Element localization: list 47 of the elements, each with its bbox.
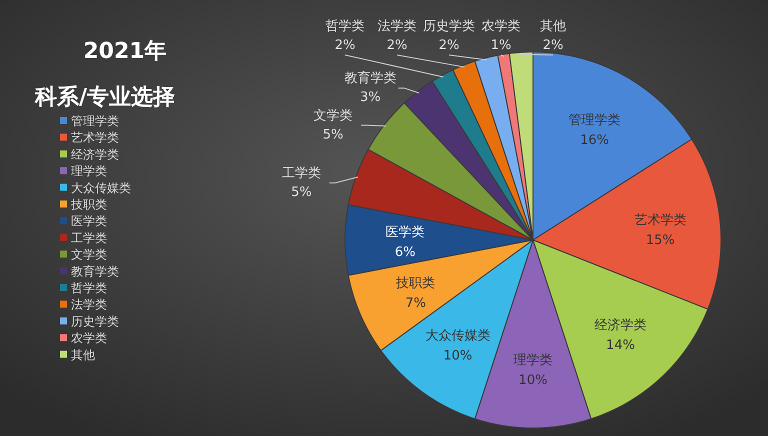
legend-label: 技职类: [70, 198, 107, 212]
data-label: 6%: [394, 245, 416, 260]
data-label: 5%: [322, 127, 344, 142]
legend-label: 哲学类: [71, 281, 107, 295]
legend-label: 大众传媒类: [71, 180, 131, 195]
legend-label: 工学类: [71, 230, 107, 245]
data-label: 2%: [386, 38, 408, 53]
slice-label: 医学类: [386, 225, 425, 240]
legend-label: 教育学类: [71, 264, 119, 278]
slice-label: 农学类: [482, 19, 520, 34]
legend-label: 理学类: [71, 164, 107, 178]
data-label: 15%: [646, 232, 675, 248]
text: 科系/专业选择: [34, 85, 176, 110]
data-label: 16%: [580, 132, 610, 148]
data-label: 2%: [334, 38, 356, 53]
slice-label: 哲学类: [326, 19, 364, 34]
legend-label: 农学类: [71, 331, 107, 346]
slice-label: 教育学类: [344, 70, 396, 86]
legend-label: 经济学类: [71, 147, 119, 162]
data-label: 10%: [443, 348, 472, 364]
text: 2021年: [83, 39, 167, 64]
legend-label: 法学类: [71, 298, 107, 312]
legend-label: 医学类: [71, 214, 107, 228]
legend-label: 艺术学类: [71, 130, 119, 145]
legend-label: 文学类: [71, 248, 107, 262]
legend-label: 其他: [71, 348, 95, 362]
data-label: 5%: [291, 184, 312, 200]
slice-label: 管理学类: [568, 112, 621, 128]
data-label: 3%: [360, 90, 381, 106]
slice-label: 技职类: [395, 276, 436, 291]
data-label: 1%: [490, 38, 512, 53]
slice-label: 工学类: [282, 166, 321, 181]
slice-label: 历史学类: [423, 19, 475, 34]
slice-label: 其他: [540, 19, 566, 34]
slice-label: 理学类: [514, 352, 552, 368]
category-label: 管理学类: [71, 114, 119, 128]
data-label: 10%: [518, 372, 548, 388]
slice-label: 文学类: [314, 108, 353, 124]
data-label: 7%: [405, 296, 426, 311]
slice-label: 艺术学类: [634, 212, 686, 228]
legend-label: 历史学类: [71, 314, 119, 328]
slice-label: 大众传媒类: [425, 328, 490, 344]
slice-label: 法学类: [378, 19, 416, 34]
data-label: 2%: [542, 38, 564, 53]
data-label: 2%: [438, 38, 460, 53]
slice-label: 经济学类: [594, 318, 647, 334]
data-label: 14%: [606, 338, 635, 354]
